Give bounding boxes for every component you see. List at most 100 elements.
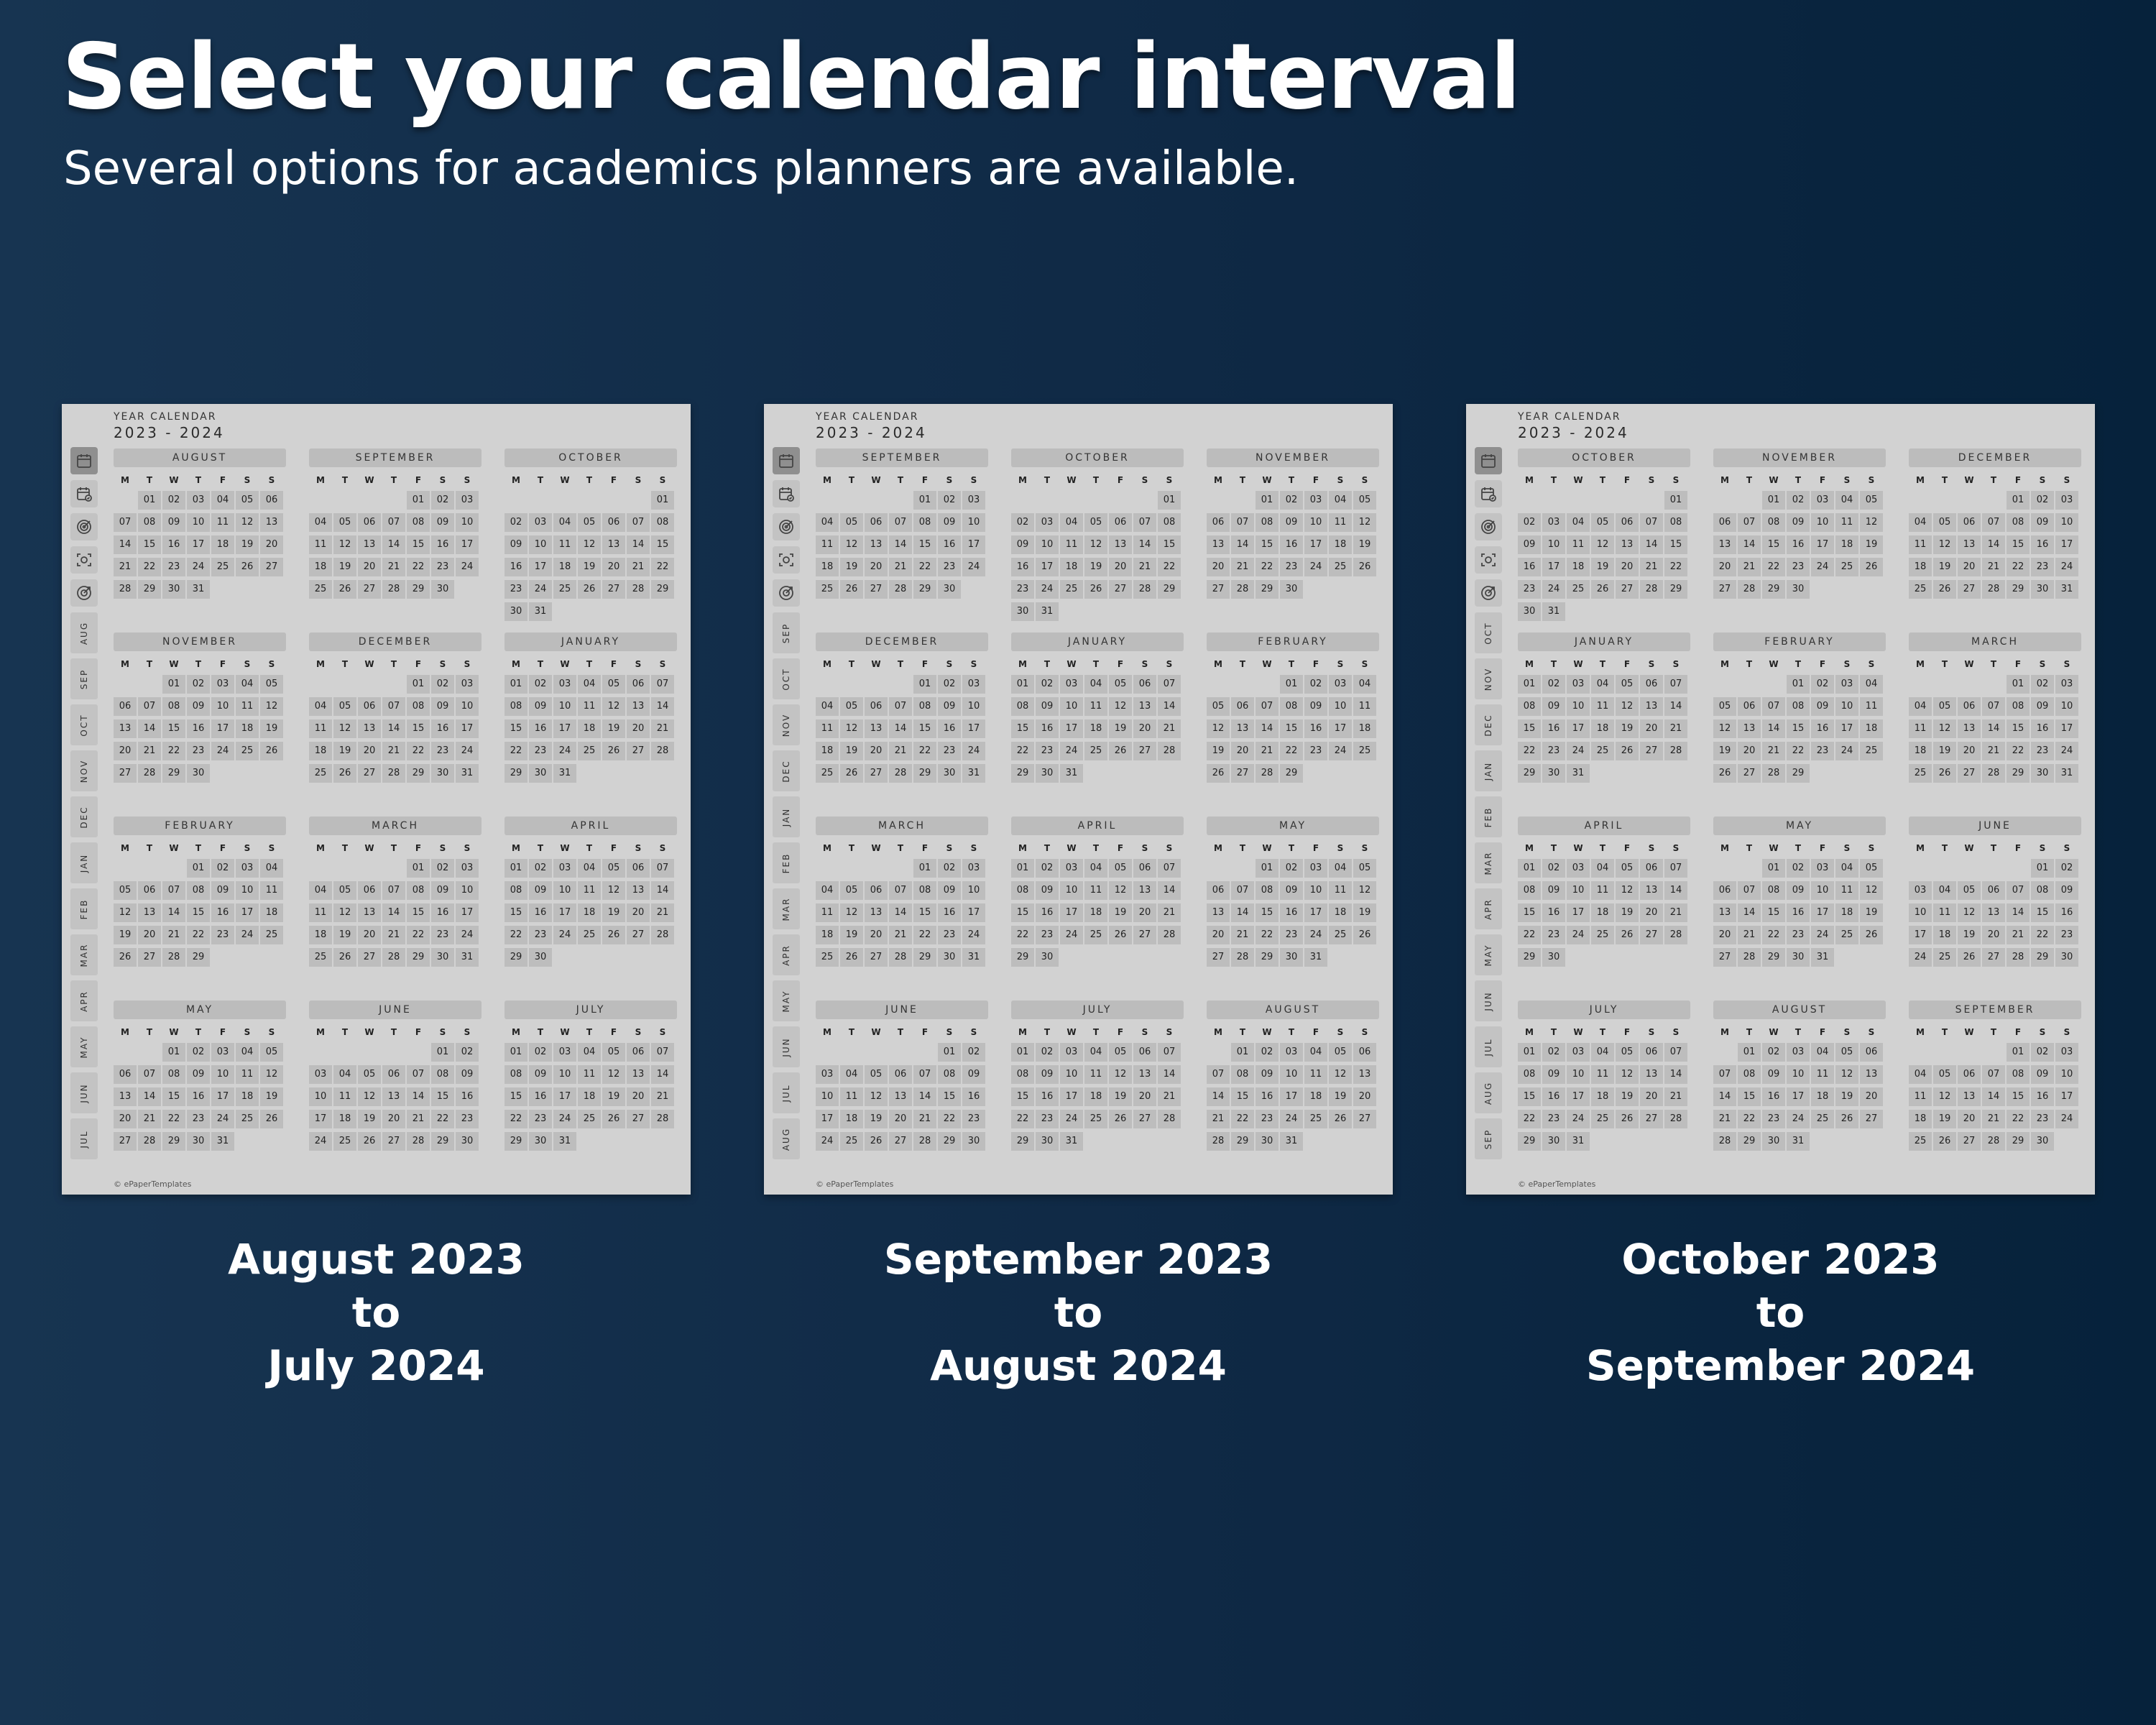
day-cell[interactable]: 28 <box>651 742 674 760</box>
day-cell[interactable]: 22 <box>407 742 430 760</box>
day-cell[interactable]: 04 <box>309 513 332 532</box>
day-cell[interactable]: 25 <box>1304 1110 1327 1128</box>
day-cell[interactable]: 13 <box>1958 1087 1981 1106</box>
day-cell[interactable]: 28 <box>1664 1110 1687 1128</box>
day-cell[interactable]: 30 <box>1787 948 1810 967</box>
day-cell[interactable]: 18 <box>333 1110 356 1128</box>
day-cell[interactable]: 19 <box>1591 558 1614 576</box>
day-cell[interactable]: 30 <box>1542 948 1565 967</box>
day-cell[interactable]: 05 <box>1591 513 1614 532</box>
day-cell[interactable]: 25 <box>236 742 259 760</box>
day-cell[interactable]: 17 <box>553 719 576 738</box>
day-cell[interactable]: 22 <box>913 926 936 944</box>
day-cell[interactable]: 26 <box>236 558 259 576</box>
day-cell[interactable]: 09 <box>1542 881 1565 900</box>
day-cell[interactable]: 07 <box>1762 697 1785 716</box>
day-cell[interactable]: 19 <box>840 742 863 760</box>
day-cell[interactable]: 21 <box>1982 1110 2005 1128</box>
day-cell[interactable]: 16 <box>2031 719 2054 738</box>
day-cell[interactable]: 11 <box>816 903 839 922</box>
day-cell[interactable]: 03 <box>309 1065 332 1084</box>
day-cell[interactable]: 08 <box>1011 697 1034 716</box>
day-cell[interactable]: 11 <box>309 535 332 554</box>
day-cell[interactable]: 25 <box>816 948 839 967</box>
day-cell[interactable]: 23 <box>938 742 961 760</box>
day-cell[interactable]: 31 <box>1060 1132 1083 1151</box>
day-cell[interactable]: 25 <box>578 926 601 944</box>
day-cell[interactable]: 08 <box>1231 1065 1254 1084</box>
day-cell[interactable]: 22 <box>1256 558 1279 576</box>
day-cell[interactable]: 10 <box>962 881 985 900</box>
day-cell[interactable]: 27 <box>627 1110 650 1128</box>
day-cell[interactable]: 20 <box>1109 558 1132 576</box>
day-cell[interactable]: 02 <box>456 1043 479 1062</box>
day-cell[interactable]: 30 <box>1036 764 1059 783</box>
day-cell[interactable]: 22 <box>1787 742 1810 760</box>
day-cell[interactable]: 13 <box>865 535 888 554</box>
day-cell[interactable]: 27 <box>1640 926 1663 944</box>
day-cell[interactable]: 14 <box>651 1065 674 1084</box>
day-cell[interactable]: 09 <box>938 881 961 900</box>
day-cell[interactable]: 12 <box>840 719 863 738</box>
day-cell[interactable]: 23 <box>431 926 454 944</box>
day-cell[interactable]: 17 <box>2055 719 2078 738</box>
day-cell[interactable]: 20 <box>1738 742 1761 760</box>
day-cell[interactable]: 20 <box>114 1110 137 1128</box>
day-cell[interactable]: 17 <box>1787 1087 1810 1106</box>
day-cell[interactable]: 15 <box>407 903 430 922</box>
day-cell[interactable]: 09 <box>529 881 552 900</box>
day-cell[interactable]: 06 <box>1958 513 1981 532</box>
day-cell[interactable]: 18 <box>1084 1087 1107 1106</box>
day-cell[interactable]: 15 <box>913 535 936 554</box>
day-cell[interactable]: 28 <box>1231 580 1254 599</box>
day-cell[interactable]: 19 <box>1084 558 1107 576</box>
month-tab-jan[interactable]: JAN <box>773 796 800 837</box>
day-cell[interactable]: 21 <box>1762 742 1785 760</box>
day-cell[interactable]: 20 <box>1958 1110 1981 1128</box>
day-cell[interactable]: 17 <box>211 1087 234 1106</box>
day-cell[interactable]: 26 <box>1860 926 1883 944</box>
day-cell[interactable]: 24 <box>1811 558 1834 576</box>
day-cell[interactable]: 31 <box>553 764 576 783</box>
day-cell[interactable]: 07 <box>1158 859 1181 878</box>
day-cell[interactable]: 19 <box>1933 558 1956 576</box>
day-cell[interactable]: 01 <box>1011 859 1034 878</box>
day-cell[interactable]: 31 <box>1280 1132 1303 1151</box>
day-cell[interactable]: 30 <box>2031 1132 2054 1151</box>
day-cell[interactable]: 17 <box>1542 558 1565 576</box>
day-cell[interactable]: 22 <box>1518 1110 1541 1128</box>
day-cell[interactable]: 22 <box>1738 1110 1761 1128</box>
day-cell[interactable]: 22 <box>2007 1110 2030 1128</box>
day-cell[interactable]: 02 <box>1036 859 1059 878</box>
day-cell[interactable]: 04 <box>1591 1043 1614 1062</box>
day-cell[interactable]: 23 <box>162 558 185 576</box>
day-cell[interactable]: 12 <box>840 535 863 554</box>
day-cell[interactable]: 06 <box>1133 675 1156 694</box>
day-cell[interactable]: 10 <box>2055 697 2078 716</box>
day-cell[interactable]: 19 <box>1933 1110 1956 1128</box>
day-cell[interactable]: 16 <box>1280 903 1303 922</box>
day-cell[interactable]: 14 <box>1231 903 1254 922</box>
day-cell[interactable]: 31 <box>187 580 210 599</box>
day-cell[interactable]: 01 <box>431 1043 454 1062</box>
day-cell[interactable]: 13 <box>627 881 650 900</box>
day-cell[interactable]: 16 <box>938 719 961 738</box>
day-cell[interactable]: 20 <box>1713 558 1736 576</box>
day-cell[interactable]: 27 <box>1738 764 1761 783</box>
day-cell[interactable]: 24 <box>1542 580 1565 599</box>
day-cell[interactable]: 18 <box>309 558 332 576</box>
day-cell[interactable]: 10 <box>309 1087 332 1106</box>
day-cell[interactable]: 02 <box>938 491 961 510</box>
day-cell[interactable]: 21 <box>1713 1110 1736 1128</box>
day-cell[interactable]: 15 <box>2007 1087 2030 1106</box>
day-cell[interactable]: 20 <box>865 926 888 944</box>
day-cell[interactable]: 01 <box>505 1043 528 1062</box>
day-cell[interactable]: 04 <box>236 1043 259 1062</box>
day-cell[interactable]: 27 <box>865 948 888 967</box>
day-cell[interactable]: 12 <box>333 535 356 554</box>
day-cell[interactable]: 13 <box>1109 535 1132 554</box>
day-cell[interactable]: 03 <box>553 675 576 694</box>
day-cell[interactable]: 03 <box>456 491 479 510</box>
month-tab-oct[interactable]: OCT <box>70 704 98 745</box>
day-cell[interactable]: 26 <box>1591 580 1614 599</box>
